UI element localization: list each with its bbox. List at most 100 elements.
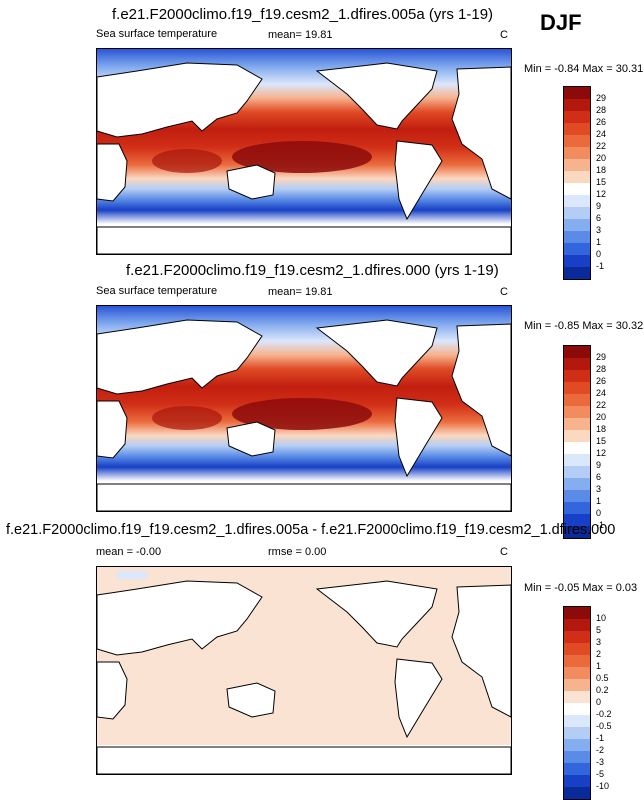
- panel1-colorbar-tick-label: 0: [596, 249, 602, 259]
- panel3-colorbar-cell: [564, 739, 590, 751]
- panel2-colorbar-tick-label: 28: [596, 364, 607, 374]
- panel2-colorbar-cell: [564, 514, 590, 526]
- panel2-map-svg: [97, 306, 511, 511]
- panel1-land-europe-africa: [451, 66, 511, 200]
- panel2-land-north-america: [315, 319, 438, 387]
- panel3-land-north-america: [315, 580, 438, 648]
- panel2-colorbar-cell: [564, 406, 590, 418]
- panel1-warm-pool: [232, 141, 372, 173]
- panel2-colorbar-tick-label: 3: [596, 484, 602, 494]
- panel3-colorbar-tick-label: -0.2: [596, 709, 612, 719]
- panel2-colorbar-tick-label: 24: [596, 388, 607, 398]
- panel1-colorbar-tick-label: 22: [596, 141, 607, 151]
- panel2-land-asia: [97, 319, 263, 395]
- panel1-colorbar-tick-label: 18: [596, 165, 607, 175]
- panel1-colorbar-cell: [564, 87, 590, 99]
- panel3-colorbar-cell: [564, 655, 590, 667]
- panel3-colorbar-cell: [564, 619, 590, 631]
- panel2-mean-label: mean= 19.81: [268, 286, 333, 298]
- panel3-colorbar-cell: [564, 631, 590, 643]
- panel1-land-south-america: [394, 140, 443, 221]
- panel1-land-antarctica: [97, 226, 511, 254]
- panel3-colorbar-tick-label: -10: [596, 781, 610, 791]
- panel2-colorbar-tick-label: 29: [596, 352, 607, 362]
- panel2-colorbar-cell: [564, 454, 590, 466]
- panel3-map-svg: [97, 567, 511, 774]
- panel2-title: f.e21.F2000climo.f19_f19.cesm2_1.dfires.…: [126, 262, 499, 279]
- panel2-colorbar-tick-label: 12: [596, 448, 607, 458]
- panel3-colorbar-cell: [564, 667, 590, 679]
- panel1-units: C: [500, 29, 508, 41]
- panel2-colorbar-cell: [564, 490, 590, 502]
- panel3-colorbar-tick-label: 3: [596, 637, 602, 647]
- panel3-colorbar-tick-label: 0: [596, 697, 602, 707]
- panel1-colorbar-cell: [564, 99, 590, 111]
- panel3-land: [97, 580, 511, 774]
- panel2-colorbar-cell: [564, 394, 590, 406]
- panel3-colorbar-cell: [564, 763, 590, 775]
- panel1-land: [97, 62, 511, 254]
- panel2-variable-label: Sea surface temperature: [96, 285, 218, 297]
- panel3-colorbar-tick-label: -0.5: [596, 721, 612, 731]
- panel2-colorbar-tick-label: 6: [596, 472, 602, 482]
- panel3-land-australia: [226, 682, 276, 718]
- panel2-land-africa: [97, 400, 128, 459]
- panel3-colorbar-tick-label: -1: [596, 733, 605, 743]
- panel2-warm-pool: [232, 398, 372, 430]
- panel1-colorbar-cell: [564, 111, 590, 123]
- panel2-land-australia: [226, 421, 276, 457]
- panel3-colorbar-cell: [564, 691, 590, 703]
- panel1-land-australia: [226, 164, 276, 200]
- panel1-colorbar-cell: [564, 135, 590, 147]
- season-label: DJF: [540, 10, 582, 35]
- panel2-colorbar: [563, 345, 591, 539]
- panel1-colorbar-cell: [564, 171, 590, 183]
- panel3-colorbar-cell: [564, 775, 590, 787]
- panel1-variable-label: Sea surface temperature: [96, 28, 218, 40]
- panel1-land-north-america: [315, 62, 438, 130]
- panel1-colorbar-tick-label: 29: [596, 93, 607, 103]
- panel3-land-europe-africa: [451, 584, 511, 718]
- panel1-colorbar-cell: [564, 159, 590, 171]
- panel2-land-antarctica: [97, 483, 511, 511]
- panel3-colorbar-tick-label: 0.5: [596, 673, 609, 683]
- panel2-colorbar-cell: [564, 382, 590, 394]
- panel2-indian-ocean-warm: [152, 406, 222, 430]
- panel2-land-europe-africa: [451, 323, 511, 457]
- panel1-colorbar-cell: [564, 243, 590, 255]
- panel2-colorbar-tick-label: -1: [596, 520, 605, 530]
- panel3-small-negative-patch-west: [117, 571, 147, 579]
- panel2-colorbar-tick-label: 15: [596, 436, 607, 446]
- panel1-colorbar-tick-label: 6: [596, 213, 602, 223]
- panel2-colorbar-tick-label: 22: [596, 400, 607, 410]
- panel1-colorbar-cell: [564, 219, 590, 231]
- panel1-colorbar-cell: [564, 207, 590, 219]
- panel2-colorbar-cell: [564, 346, 590, 358]
- panel3-colorbar-tick-label: 2: [596, 649, 602, 659]
- panel3-colorbar-cell: [564, 679, 590, 691]
- panel3-minmax: Min = -0.05 Max = 0.03: [524, 582, 638, 594]
- panel2-colorbar-tick-label: 0: [596, 508, 602, 518]
- panel1-mean-label: mean= 19.81: [268, 29, 333, 41]
- panel2-colorbar-tick-label: 20: [596, 412, 607, 422]
- panel1-land-asia: [97, 62, 263, 138]
- panel2-minmax: Min = -0.85 Max = 30.32: [524, 320, 644, 332]
- panel1-minmax: Min = -0.84 Max = 30.31: [524, 63, 644, 75]
- panel2-colorbar-tick-label: 9: [596, 460, 602, 470]
- panel3-land-asia: [97, 580, 263, 656]
- panel3-colorbar-cell: [564, 751, 590, 763]
- panel1-colorbar-tick-label: 15: [596, 177, 607, 187]
- panel1-colorbar-cell: [564, 195, 590, 207]
- panel1-colorbar-tick-label: 12: [596, 189, 607, 199]
- panel1-map: [96, 48, 512, 255]
- panel1-colorbar-cell: [564, 231, 590, 243]
- panel1-colorbar-tick-label: 24: [596, 129, 607, 139]
- panel3-rmse-label: rmse = 0.00: [268, 546, 327, 558]
- panel2-colorbar-cell: [564, 430, 590, 442]
- panel3-colorbar-tick-label: -2: [596, 745, 605, 755]
- panel1-colorbar-tick-label: 1: [596, 237, 602, 247]
- panel2-colorbar-cell: [564, 358, 590, 370]
- panel3-colorbar-tick-label: 1: [596, 661, 602, 671]
- panel3-colorbar-cell: [564, 607, 590, 619]
- panel3-colorbar-tick-label: -3: [596, 757, 605, 767]
